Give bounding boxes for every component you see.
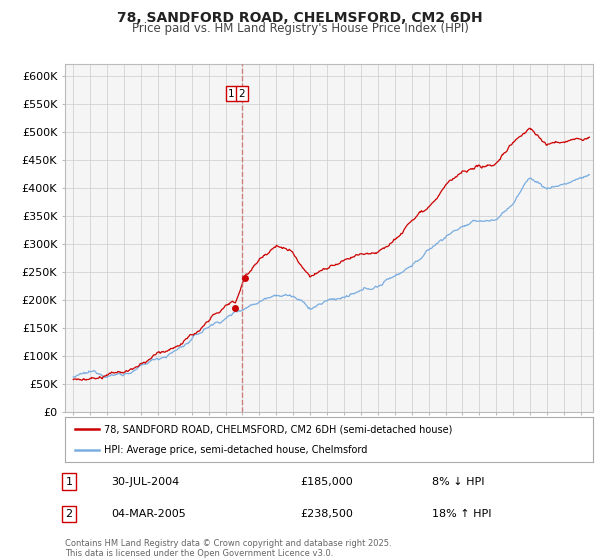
Text: HPI: Average price, semi-detached house, Chelmsford: HPI: Average price, semi-detached house,… bbox=[104, 445, 368, 455]
Text: Price paid vs. HM Land Registry's House Price Index (HPI): Price paid vs. HM Land Registry's House … bbox=[131, 22, 469, 35]
Text: 1: 1 bbox=[228, 88, 235, 99]
Text: 78, SANDFORD ROAD, CHELMSFORD, CM2 6DH (semi-detached house): 78, SANDFORD ROAD, CHELMSFORD, CM2 6DH (… bbox=[104, 424, 453, 435]
Text: 18% ↑ HPI: 18% ↑ HPI bbox=[432, 509, 491, 519]
Text: £238,500: £238,500 bbox=[300, 509, 353, 519]
Text: 30-JUL-2004: 30-JUL-2004 bbox=[111, 477, 179, 487]
Text: 78, SANDFORD ROAD, CHELMSFORD, CM2 6DH: 78, SANDFORD ROAD, CHELMSFORD, CM2 6DH bbox=[117, 11, 483, 25]
Text: 2: 2 bbox=[238, 88, 245, 99]
Text: £185,000: £185,000 bbox=[300, 477, 353, 487]
Text: 8% ↓ HPI: 8% ↓ HPI bbox=[432, 477, 485, 487]
Text: Contains HM Land Registry data © Crown copyright and database right 2025.
This d: Contains HM Land Registry data © Crown c… bbox=[65, 539, 391, 558]
Text: 2: 2 bbox=[65, 509, 73, 519]
Text: 04-MAR-2005: 04-MAR-2005 bbox=[111, 509, 186, 519]
Text: 1: 1 bbox=[65, 477, 73, 487]
